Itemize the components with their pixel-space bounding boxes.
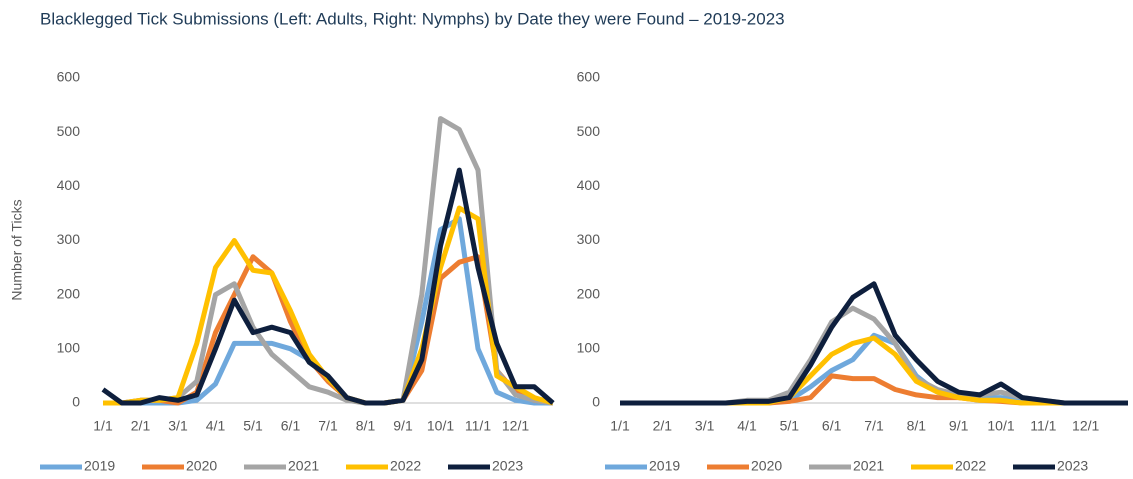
- y-tick-label: 600: [577, 69, 601, 85]
- y-tick-label: 200: [57, 285, 81, 301]
- series-line: [101, 167, 555, 406]
- x-tick-label: 7/1: [864, 418, 884, 434]
- x-tick-label: 12/1: [1072, 418, 1099, 434]
- series-line: [620, 335, 1128, 406]
- x-tick-label: 5/1: [780, 418, 800, 434]
- y-tick-label: 200: [577, 285, 601, 301]
- x-tick-label: 9/1: [393, 418, 413, 434]
- y-tick-label: 600: [57, 69, 81, 85]
- x-tick-label: 2/1: [653, 418, 673, 434]
- x-tick-label: 7/1: [318, 418, 338, 434]
- x-tick-label: 8/1: [356, 418, 376, 434]
- x-tick-label: 5/1: [243, 418, 263, 434]
- legend-label: 2019: [84, 458, 115, 474]
- y-axis-label: Number of Ticks: [9, 199, 25, 300]
- legend-label: 2021: [288, 458, 319, 474]
- x-tick-label: 6/1: [281, 418, 301, 434]
- y-tick-label: 300: [57, 231, 81, 247]
- x-tick-label: 10/1: [427, 418, 454, 434]
- x-tick-label: 2/1: [131, 418, 151, 434]
- y-tick-label: 0: [592, 394, 600, 410]
- x-tick-label: 11/1: [1030, 418, 1056, 434]
- x-tick-label: 12/1: [502, 418, 529, 434]
- x-tick-label: 11/1: [465, 418, 491, 434]
- chart-title: Blacklegged Tick Submissions (Left: Adul…: [40, 9, 785, 28]
- legend-label: 2019: [649, 458, 680, 474]
- x-tick-label: 1/1: [610, 418, 630, 434]
- x-tick-label: 1/1: [93, 418, 113, 434]
- y-tick-label: 100: [57, 340, 81, 356]
- x-tick-label: 3/1: [695, 418, 715, 434]
- y-tick-label: 100: [577, 340, 601, 356]
- y-tick-label: 400: [577, 177, 601, 193]
- y-tick-label: 400: [57, 177, 81, 193]
- x-tick-label: 3/1: [168, 418, 188, 434]
- y-tick-label: 300: [577, 231, 601, 247]
- legend-label: 2020: [751, 458, 782, 474]
- legend-label: 2023: [492, 458, 523, 474]
- legend-label: 2022: [955, 458, 986, 474]
- y-tick-label: 500: [57, 123, 81, 139]
- y-tick-label: 0: [72, 394, 80, 410]
- x-tick-label: 9/1: [949, 418, 969, 434]
- legend-label: 2021: [853, 458, 884, 474]
- series-line: [620, 305, 1128, 406]
- legend-label: 2023: [1057, 458, 1088, 474]
- x-tick-label: 6/1: [822, 418, 842, 434]
- series-line: [620, 281, 1128, 406]
- x-tick-label: 4/1: [737, 418, 757, 434]
- y-tick-label: 500: [577, 123, 601, 139]
- x-tick-label: 10/1: [987, 418, 1014, 434]
- x-tick-label: 8/1: [907, 418, 927, 434]
- x-tick-label: 4/1: [206, 418, 226, 434]
- legend-label: 2020: [186, 458, 217, 474]
- legend-label: 2022: [390, 458, 421, 474]
- series-line: [620, 332, 1128, 406]
